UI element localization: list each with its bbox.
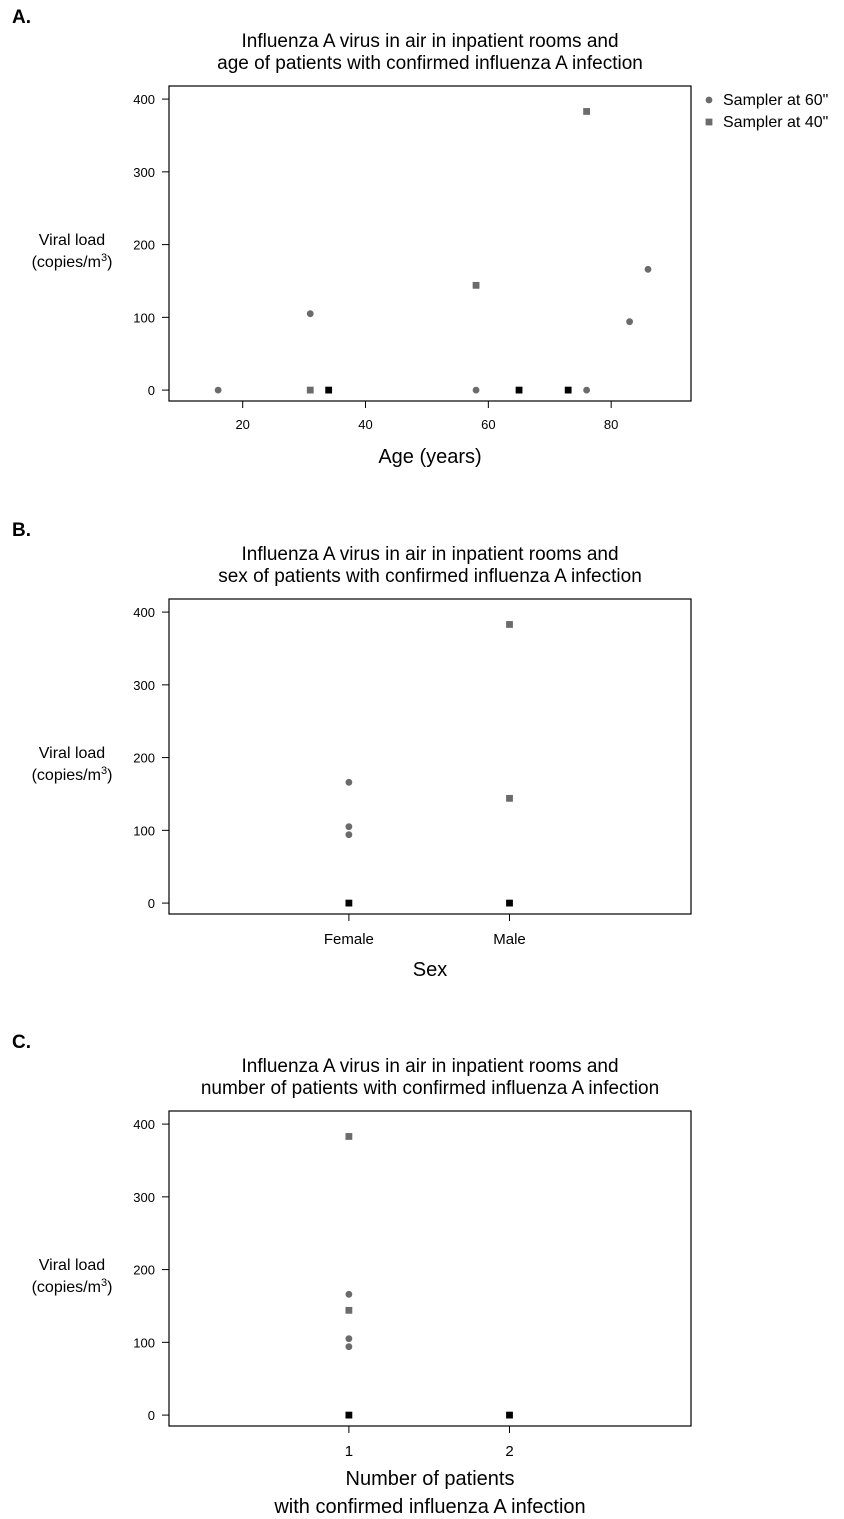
y-axis-label: Viral load (39, 232, 105, 249)
y-tick-label: 200 (133, 751, 155, 766)
chart-panel-1: A. Influenza A virus in air in inpatient … (12, 7, 828, 468)
y-axis-unit-text: (copies/m (32, 1279, 101, 1296)
y-axis-unit-sup: 3 (101, 765, 107, 777)
legend-marker-square (705, 118, 713, 126)
data-point-circle (306, 310, 314, 318)
data-point-circle (626, 318, 633, 326)
y-tick-label: 400 (133, 605, 155, 620)
x-tick-label: Male (493, 931, 526, 948)
panel-label: B. (12, 520, 31, 541)
y-tick-label: 400 (133, 92, 155, 107)
y-axis-unit: (copies/m3) (32, 1277, 113, 1296)
x-tick-label: 60 (481, 417, 495, 432)
y-axis-unit-close: ) (107, 1279, 112, 1296)
y-axis-unit-text: (copies/m (32, 254, 101, 271)
panel-label: A. (12, 7, 31, 28)
x-tick-label: Female (324, 931, 374, 948)
data-point-square-black (345, 1411, 353, 1419)
data-point-square (345, 1133, 353, 1140)
x-tick-label: 20 (235, 417, 249, 432)
chart-panel-3: C. Influenza A virus in air in inpatient … (12, 1032, 692, 1518)
data-point-square-black (564, 386, 572, 394)
y-tick-label: 300 (133, 678, 155, 693)
y-tick-label: 100 (133, 823, 155, 838)
data-point-square-black (345, 899, 353, 907)
chart-title-line: number of patients with confirmed influe… (201, 1078, 659, 1099)
y-axis-unit: (copies/m3) (32, 252, 113, 271)
x-tick-label: 80 (604, 417, 618, 432)
y-axis-unit-close: ) (107, 767, 112, 784)
data-point-circle (345, 778, 353, 786)
x-axis-label: Sex (413, 959, 447, 981)
y-tick-label: 100 (133, 310, 155, 325)
y-tick-label: 200 (133, 1263, 155, 1278)
chart-title-line: Influenza A virus in air in inpatient ro… (241, 31, 618, 52)
y-tick-label: 100 (133, 1335, 155, 1350)
chart-title-line: Influenza A virus in air in inpatient ro… (241, 1056, 618, 1077)
plot-frame (168, 1110, 692, 1427)
y-axis-unit-sup: 3 (101, 1277, 107, 1289)
y-axis-unit-text: (copies/m (32, 767, 101, 784)
y-axis-label: Viral load (39, 1257, 105, 1274)
data-point-circle (644, 265, 652, 273)
chart-title-line: age of patients with confirmed influenza… (217, 53, 643, 74)
chart-title-line: sex of patients with confirmed influenza… (218, 566, 642, 587)
legend-label: Sampler at 40" (723, 114, 828, 131)
data-point-square (506, 794, 513, 802)
y-axis-unit: (copies/m3) (32, 765, 113, 784)
data-point-square (583, 108, 590, 115)
x-tick-label: 40 (358, 417, 372, 432)
data-point-square-black (325, 386, 333, 394)
data-point-circle (345, 1290, 353, 1298)
plot-frame (168, 598, 692, 915)
x-tick-label: 1 (345, 1443, 353, 1460)
data-point-square-black (515, 386, 523, 394)
y-tick-label: 0 (148, 383, 155, 398)
data-point-square-black (506, 1411, 513, 1419)
legend-label: Sampler at 60" (723, 92, 828, 109)
data-point-square (306, 386, 314, 394)
legend-marker-circle (705, 96, 713, 104)
x-axis-label: Number of patients (346, 1468, 515, 1490)
y-tick-label: 0 (148, 1408, 155, 1423)
plot-frame (168, 85, 692, 402)
data-point-circle (214, 386, 222, 394)
data-point-square (472, 281, 480, 289)
y-tick-label: 300 (133, 165, 155, 180)
chart-panel-2: B. Influenza A virus in air in inpatient … (12, 520, 692, 981)
data-point-circle (583, 386, 590, 394)
y-tick-label: 400 (133, 1117, 155, 1132)
x-axis-label: with confirmed influenza A infection (273, 1496, 585, 1518)
y-axis-label: Viral load (39, 745, 105, 762)
y-tick-label: 200 (133, 238, 155, 253)
data-point-circle (345, 1343, 353, 1351)
chart-title-line: Influenza A virus in air in inpatient ro… (241, 544, 618, 565)
x-axis-label: Age (years) (378, 446, 481, 468)
data-point-circle (345, 823, 353, 831)
data-point-circle (345, 1335, 353, 1343)
legend: Sampler at 60" Sampler at 40" (705, 92, 828, 131)
y-axis-unit-close: ) (107, 254, 112, 271)
data-point-circle (472, 386, 480, 394)
x-tick-label: 2 (505, 1443, 513, 1460)
y-axis-unit-sup: 3 (101, 252, 107, 264)
y-tick-label: 300 (133, 1190, 155, 1205)
data-point-square (345, 1306, 353, 1314)
data-point-square (506, 621, 513, 628)
data-point-circle (345, 831, 353, 839)
panel-label: C. (12, 1032, 31, 1053)
y-tick-label: 0 (148, 896, 155, 911)
data-point-square-black (506, 899, 513, 907)
